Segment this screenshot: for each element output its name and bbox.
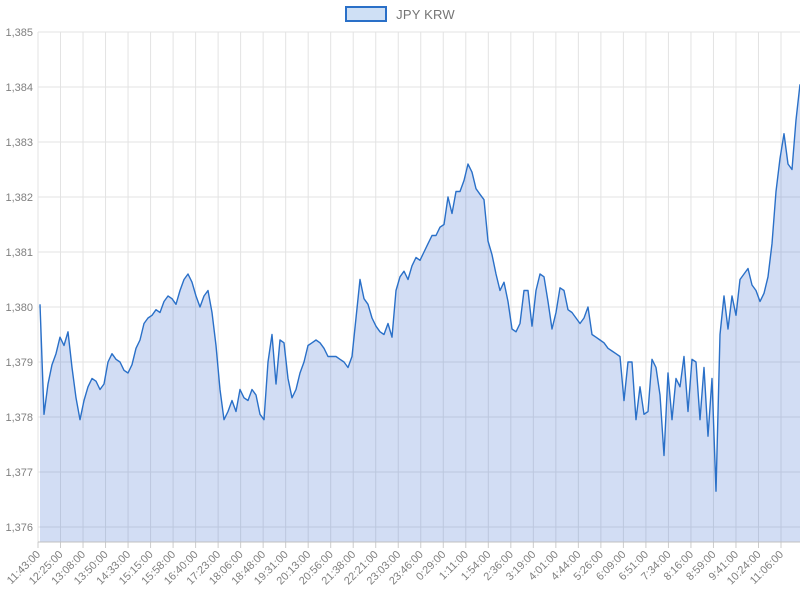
series-area-fill bbox=[40, 84, 800, 543]
y-tick-label: 1,384 bbox=[5, 82, 33, 94]
y-tick-label: 1,385 bbox=[5, 27, 33, 39]
y-tick-label: 1,381 bbox=[5, 247, 33, 259]
y-tick-label: 1,382 bbox=[5, 192, 33, 204]
y-tick-label: 1,376 bbox=[5, 522, 33, 534]
series-line bbox=[39, 84, 800, 492]
y-tick-label: 1,379 bbox=[5, 357, 33, 369]
y-tick-label: 1,378 bbox=[5, 412, 33, 424]
y-tick-label: 1,383 bbox=[5, 137, 33, 149]
y-tick-label: 1,380 bbox=[5, 302, 33, 314]
y-tick-label: 1,377 bbox=[5, 467, 33, 479]
